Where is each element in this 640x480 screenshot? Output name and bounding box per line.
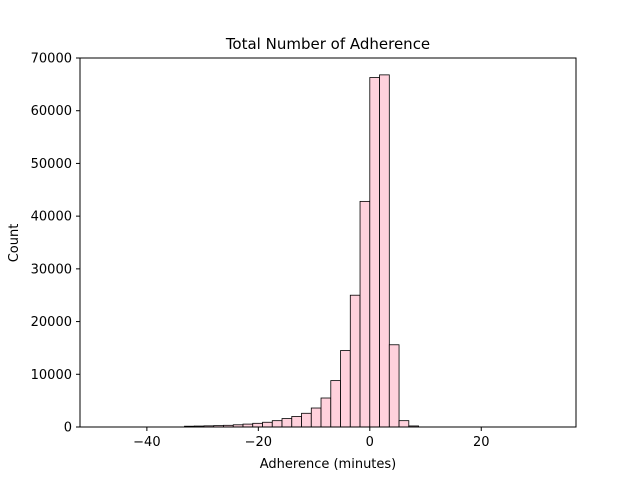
chart-title: Total Number of Adherence xyxy=(225,35,430,53)
histogram-bar xyxy=(359,200,371,428)
y-axis: 0 10000 20000 30000 40000 50000 60000 70000 xyxy=(31,52,80,436)
histogram-bar xyxy=(340,350,351,428)
histogram-bar xyxy=(320,397,332,428)
y-tick-label: 10000 xyxy=(31,368,72,383)
histogram-bar xyxy=(310,407,322,428)
bars-group xyxy=(184,74,419,428)
x-axis: −40 −20 0 20 xyxy=(133,427,490,450)
histogram-bar xyxy=(301,412,312,428)
histogram-bar xyxy=(330,380,341,428)
histogram-bar xyxy=(252,422,263,428)
histogram-bar xyxy=(349,294,361,428)
x-tick-label: −20 xyxy=(245,435,272,450)
x-tick-label: 0 xyxy=(366,435,374,450)
y-tick-label: 70000 xyxy=(31,52,72,67)
histogram-bar xyxy=(398,420,410,428)
y-tick-label: 30000 xyxy=(31,262,72,277)
y-tick-label: 20000 xyxy=(31,315,72,330)
histogram-bar xyxy=(388,344,400,428)
x-axis-label: Adherence (minutes) xyxy=(260,457,397,472)
y-tick-label: 60000 xyxy=(31,104,72,119)
histogram-bar xyxy=(379,74,390,428)
y-tick-label: 40000 xyxy=(31,210,72,225)
histogram-bar xyxy=(291,416,302,428)
histogram-bar xyxy=(262,421,273,428)
histogram-bar xyxy=(271,420,283,428)
x-tick-label: −40 xyxy=(133,435,160,450)
histogram-bar xyxy=(369,77,380,428)
histogram-bar xyxy=(281,418,293,428)
y-axis-label: Count xyxy=(7,224,22,263)
y-tick-label: 50000 xyxy=(31,157,72,172)
plot-frame xyxy=(79,57,577,428)
x-tick-label: 20 xyxy=(473,435,490,450)
y-tick-label: 0 xyxy=(64,421,72,436)
